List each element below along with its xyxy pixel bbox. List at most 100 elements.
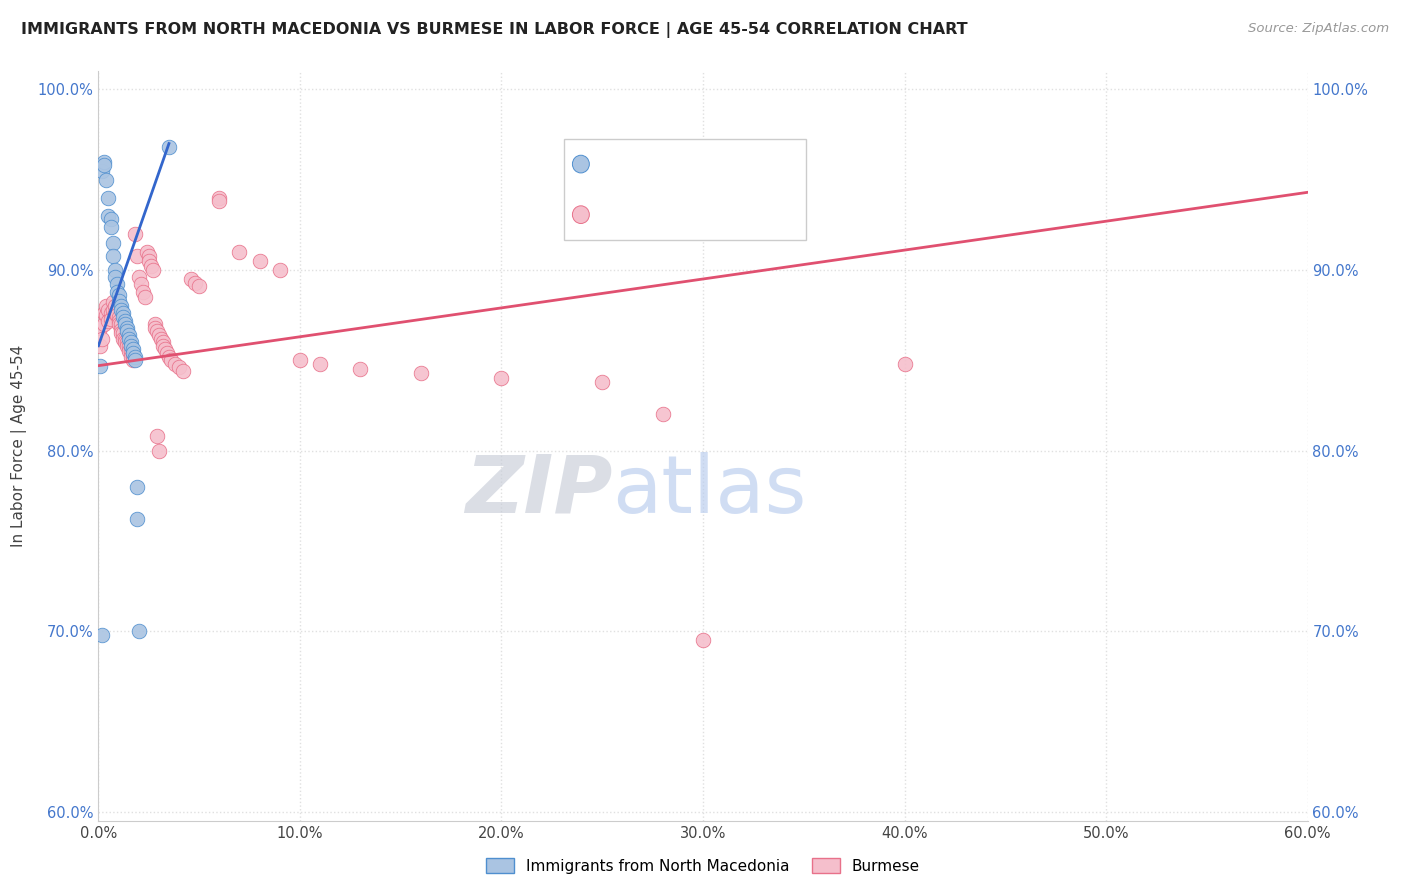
Text: atlas: atlas [613,452,807,530]
Point [100,306,122,320]
Point [110,299,132,313]
Point [91,628,114,642]
Point [110,322,132,336]
Point [125,480,148,494]
Point [128,624,150,638]
Point [157,140,180,154]
Text: IMMIGRANTS FROM NORTH MACEDONIA VS BURMESE IN LABOR FORCE | AGE 45-54 CORRELATIO: IMMIGRANTS FROM NORTH MACEDONIA VS BURME… [21,22,967,38]
Point [115,324,138,338]
Point [651,408,673,422]
Point [349,362,371,376]
Point [208,194,231,209]
Point [148,443,170,458]
Point [152,335,174,350]
Legend: Immigrants from North Macedonia, Burmese: Immigrants from North Macedonia, Burmese [479,852,927,880]
Point [132,285,155,299]
Point [96,172,118,186]
Y-axis label: In Labor Force | Age 45-54: In Labor Force | Age 45-54 [11,345,27,547]
Point [110,302,132,317]
Point [111,310,134,324]
Point [100,212,122,227]
Point [93,306,115,320]
Point [124,227,146,241]
Point [152,339,174,353]
Point [96,299,118,313]
Point [114,313,136,327]
Point [309,357,332,371]
Point [124,353,146,368]
Point [118,328,141,343]
Point [93,317,115,331]
Point [103,263,125,277]
Point [114,332,136,346]
Point [139,260,162,274]
Point [89,359,111,373]
Point [142,263,165,277]
Point [100,219,122,234]
Point [491,371,513,385]
Point [120,344,142,359]
Point [125,512,148,526]
Point [120,339,142,353]
Point [591,375,613,389]
Point [148,328,170,343]
Point [121,343,143,357]
Point [121,353,143,368]
Point [143,320,166,334]
Point [107,313,129,327]
Point [103,299,125,313]
Point [149,332,172,346]
Text: Source: ZipAtlas.com: Source: ZipAtlas.com [1249,22,1389,36]
Point [105,302,128,317]
Point [91,163,114,178]
Point [111,326,134,340]
Point [172,364,194,378]
Point [96,308,118,322]
Point [692,633,714,648]
Point [101,248,124,262]
Point [138,254,160,268]
Point [110,317,132,331]
Point [138,248,160,262]
Point [97,313,120,327]
Point [143,317,166,331]
Point [107,288,129,302]
Point [100,311,122,326]
Point [156,346,179,360]
Point [97,302,120,317]
Point [160,353,183,368]
Point [118,339,141,353]
Point [107,310,129,324]
Point [120,350,142,364]
Point [121,346,143,360]
Point [101,302,124,317]
Point [115,339,138,353]
Point [120,335,142,350]
Point [157,350,180,364]
Point [97,191,120,205]
Point [111,306,134,320]
Point [93,154,115,169]
Point [129,277,152,292]
Point [228,244,250,259]
Point [105,285,128,299]
Point [107,293,129,308]
Point [103,306,125,320]
Point [163,357,186,371]
Point [125,248,148,262]
Point [288,353,311,368]
Point [167,360,190,375]
Point [103,270,125,285]
Point [180,272,202,286]
Point [89,339,111,353]
Point [146,324,169,338]
Point [105,308,128,322]
Point [93,158,115,172]
Point [110,326,132,340]
Point [97,209,120,223]
Point [135,244,157,259]
Point [111,332,134,346]
Point [118,344,141,359]
Point [208,191,231,205]
Point [114,317,136,331]
